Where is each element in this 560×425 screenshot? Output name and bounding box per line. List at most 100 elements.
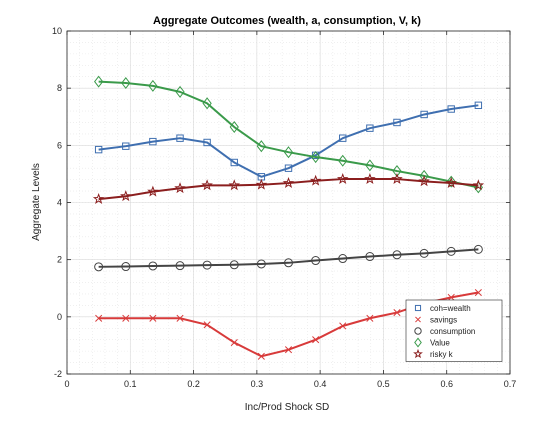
legend-marker-savings [415,316,421,323]
data-point-consumption [311,256,321,266]
legend-label-coh-wealth: coh=wealth [430,304,471,313]
data-point-risky-k [228,179,241,191]
series-coh-wealth [94,101,483,181]
data-point-value [338,154,348,167]
data-point-risky-k [472,179,485,191]
x-tick-label: 0.6 [440,379,453,389]
data-point-savings [257,352,265,360]
data-point-risky-k [147,185,159,197]
data-point-value [311,151,321,164]
data-point-consumption [473,244,483,254]
data-point-value [202,97,212,110]
series-risky-k [92,173,485,204]
data-point-consumption [175,261,185,271]
data-point-coh-wealth [176,134,184,142]
data-point-consumption [256,259,266,269]
data-point-savings [447,293,455,301]
data-point-value [148,79,158,92]
x-tick-label: 0.2 [187,379,200,389]
data-point-savings [393,308,401,317]
data-point-value [121,77,131,90]
data-point-risky-k [336,173,349,184]
legend-marker-value [414,337,422,348]
data-point-savings [284,346,293,354]
legend-box [405,299,503,362]
series-line-risky-k [98,178,479,201]
y-tick-label: 0 [57,312,62,322]
data-point-savings [474,288,482,297]
data-point-risky-k [309,174,322,186]
y-tick-label: -2 [54,369,62,379]
data-point-value [365,159,375,172]
data-point-coh-wealth [203,138,211,147]
data-point-coh-wealth [149,137,157,146]
data-point-coh-wealth [366,124,374,132]
data-point-savings [95,314,103,322]
data-point-consumption [365,252,375,262]
data-point-risky-k [120,190,132,202]
data-point-savings [312,336,320,344]
data-point-value [256,140,266,153]
x-tick-label: 0.3 [251,379,264,389]
data-point-risky-k [174,182,186,194]
data-point-value [175,85,185,98]
data-point-consumption [446,246,456,256]
legend-marker-consumption [414,327,422,335]
series-line-consumption [98,248,479,268]
legend-label-risky-k: risky k [430,350,454,359]
y-axis-label: Aggregate Levels [31,163,42,241]
data-point-savings [149,314,157,322]
x-axis-label: Inc/Prod Shock SD [245,402,329,413]
data-point-value [283,146,294,159]
series-line-value [98,80,479,189]
data-point-coh-wealth [339,134,347,142]
y-tick-label: 2 [57,255,62,265]
y-tick-label: 8 [57,83,62,93]
data-point-value [446,175,456,188]
data-point-consumption [392,250,402,260]
x-tick-label: 0.5 [377,379,390,389]
x-tick-label: 0.1 [124,379,137,389]
x-tick-label: 0.7 [504,379,517,389]
x-tick-label: 0.4 [314,379,327,389]
data-point-coh-wealth [474,101,483,110]
data-point-coh-wealth [420,110,428,119]
data-point-savings [176,314,184,322]
legend: coh=wealth savings consumption Value risky k [405,299,503,362]
series-consumption [94,244,483,272]
y-tick-label: 6 [57,140,62,150]
data-point-risky-k [445,177,457,188]
legend-marker-risky-k [413,348,423,359]
data-point-consumption [121,262,131,272]
data-point-consumption [94,262,104,272]
data-point-value [392,165,402,178]
data-point-value [94,75,104,88]
data-point-coh-wealth [122,142,130,150]
data-point-risky-k [92,193,105,204]
y-tick-label: 10 [52,26,62,36]
data-point-risky-k [391,173,403,184]
data-point-consumption [284,258,293,268]
chart-title: Aggregate Outcomes (wealth, a, consumpti… [153,15,421,27]
data-point-savings [339,322,347,330]
data-point-consumption [229,260,239,270]
data-point-coh-wealth [447,105,455,113]
data-point-coh-wealth [393,118,401,127]
data-point-risky-k [282,177,295,188]
series-value [94,75,483,194]
data-point-savings [366,314,374,322]
legend-label-savings: savings [430,316,457,325]
data-point-consumption [419,248,429,258]
data-point-risky-k [201,179,213,191]
series-line-coh-wealth [98,104,479,178]
legend-label-consumption: consumption [430,327,475,336]
data-point-risky-k [255,178,268,190]
data-point-consumption [338,254,348,264]
data-point-coh-wealth [94,145,103,154]
data-point-consumption [148,261,158,271]
y-tick-label: 4 [57,198,62,208]
data-point-savings [230,339,238,347]
data-point-coh-wealth [284,164,293,172]
data-point-value [229,121,239,134]
